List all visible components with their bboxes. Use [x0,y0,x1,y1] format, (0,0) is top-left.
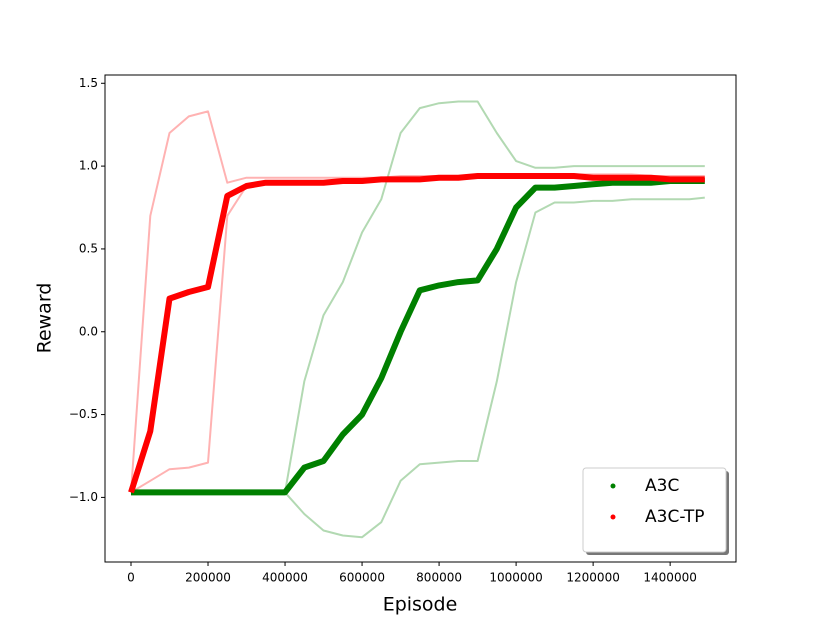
mean-line [128,173,705,494]
x-tick-label: 800000 [416,571,462,585]
x-tick-label: 400000 [262,571,308,585]
legend: A3C A3C-TP [582,467,729,555]
y-tick-label: −0.5 [69,407,98,421]
band-lower-line [130,176,705,494]
x-tick-label: 1000000 [489,571,542,585]
x-tick-label: 0 [127,571,135,585]
x-tick-label: 1200000 [566,571,619,585]
mean-line [131,178,705,496]
legend-box [582,467,727,553]
y-tick-label: 1.0 [79,159,98,173]
band-upper-line [130,110,705,493]
x-axis-label: Episode [383,594,458,616]
y-tick-label: 1.5 [79,76,98,90]
x-tick-label: 600000 [339,571,385,585]
legend-label: A3C [645,476,679,496]
y-tick-label: 0.5 [79,241,98,255]
x-tick-label: 200000 [185,571,231,585]
y-axis-label: Reward [34,283,56,354]
legend-label: A3C-TP [645,507,705,527]
legend-marker [610,514,616,520]
y-tick-label: −1.0 [69,490,98,504]
legend-marker [610,483,616,489]
plot-frame [104,74,737,563]
y-tick-label: 0.0 [79,324,98,338]
x-tick-label: 1400000 [643,571,696,585]
